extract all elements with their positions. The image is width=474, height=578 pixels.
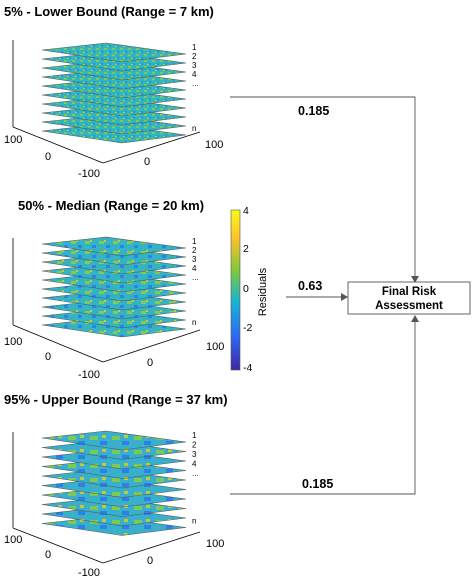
residual-layer [41, 430, 187, 451]
tick-upper-left-0: 0 [45, 549, 51, 561]
final-risk-label-line2: Assessment [375, 300, 443, 312]
axes-upper [12, 432, 201, 564]
axes-lower [12, 40, 201, 164]
layer-label: n [192, 318, 196, 327]
panel-title-upper: 95% - Upper Bound (Range = 37 km) [4, 392, 228, 407]
tick-lower-left-100: 100 [4, 134, 22, 146]
tick-upper-right-0: 0 [147, 555, 153, 567]
tick-lower-bottom-neg100: -100 [78, 168, 100, 180]
weight-upper: 0.185 [302, 477, 333, 491]
colorbar [230, 209, 241, 371]
layer-label: 3 [192, 255, 197, 264]
arrowhead-upper [411, 315, 419, 322]
tick-lower-right-100: 100 [205, 139, 223, 151]
connector-upper [230, 316, 416, 495]
layer-label: ... [192, 469, 199, 478]
tick-median-right-0: 0 [147, 357, 153, 369]
tick-lower-right-0: 0 [144, 156, 150, 168]
arrowhead-lower [411, 276, 419, 283]
layer-label: 2 [192, 246, 197, 255]
tick-median-bottom-neg100: -100 [78, 369, 100, 381]
layer-label: 2 [192, 52, 197, 61]
colorbar-tick-2: 2 [243, 243, 249, 255]
layer-label: n [192, 517, 196, 526]
layer-label: 4 [192, 460, 197, 469]
tick-upper-bottom-neg100: -100 [78, 567, 100, 578]
layer-label: 1 [192, 431, 197, 440]
colorbar-tick-neg4: -4 [243, 362, 252, 374]
colorbar-tick-4: 4 [243, 205, 249, 217]
layer-label: 3 [192, 61, 197, 70]
layer-label: 4 [192, 70, 197, 79]
weight-median: 0.63 [298, 279, 322, 293]
final-risk-label-line1: Final Risk [382, 286, 437, 298]
layer-label: 1 [192, 237, 197, 246]
panel-title-lower: 5% - Lower Bound (Range = 7 km) [4, 4, 214, 19]
arrowhead-median [341, 293, 348, 301]
layer-label: n [192, 124, 196, 133]
axes-median [12, 238, 201, 363]
final-risk-box [347, 281, 471, 315]
connector-lower [230, 96, 416, 282]
layer-label: 2 [192, 441, 197, 450]
weight-lower: 0.185 [298, 104, 329, 118]
colorbar-tick-neg2: -2 [243, 322, 252, 334]
tick-median-right-100: 100 [206, 341, 224, 353]
layer-label: ... [192, 79, 199, 88]
residual-layer [41, 42, 187, 63]
arrowheads [341, 276, 419, 322]
connector-lines [230, 96, 416, 495]
tick-median-left-100: 100 [4, 336, 22, 348]
layer-label: 3 [192, 450, 197, 459]
tick-upper-right-100: 100 [206, 538, 224, 550]
layer-label: 1 [192, 43, 197, 52]
layer-label: 4 [192, 264, 197, 273]
colorbar-label: Residuals [257, 267, 269, 316]
tick-lower-left-0: 0 [45, 151, 51, 163]
layer-label: ... [192, 273, 199, 282]
colorbar-tick-0: 0 [243, 283, 249, 295]
panel-title-median: 50% - Median (Range = 20 km) [18, 198, 204, 213]
tick-median-left-0: 0 [45, 351, 51, 363]
tick-upper-left-100: 100 [4, 534, 22, 546]
residual-layer [41, 236, 187, 257]
